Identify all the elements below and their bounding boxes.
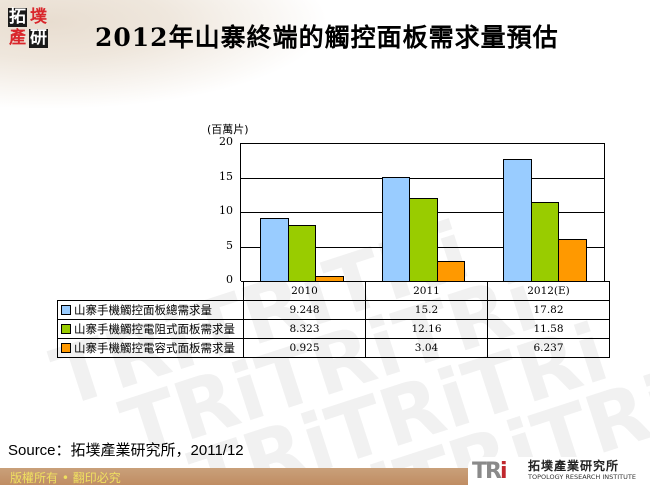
series-name: 山寨手機觸控電容式面板需求量 bbox=[74, 341, 235, 355]
category-label: 2010 bbox=[243, 281, 366, 301]
logo-char: 研 bbox=[29, 28, 48, 48]
legend-entry: 山寨手機觸控電阻式面板需求量 bbox=[57, 319, 244, 339]
gridline bbox=[241, 177, 604, 179]
data-cell: 0.925 bbox=[243, 338, 366, 358]
data-table-row: 山寨手機觸控電阻式面板需求量 8.323 12.16 11.58 bbox=[57, 319, 610, 339]
logo-char: 墣 bbox=[30, 7, 47, 27]
legend-swatch-icon bbox=[61, 343, 71, 353]
y-tick-label: 15 bbox=[219, 169, 233, 183]
data-cell: 11.58 bbox=[487, 319, 610, 339]
legend-entry: 山寨手機觸控面板總需求量 bbox=[57, 300, 244, 320]
series-name: 山寨手機觸控面板總需求量 bbox=[74, 303, 212, 317]
data-table-header-row: 2010 2011 2012(E) bbox=[57, 281, 610, 301]
data-table-corner bbox=[57, 281, 244, 301]
bar bbox=[503, 159, 532, 282]
data-cell: 12.16 bbox=[365, 319, 488, 339]
bar bbox=[530, 202, 560, 282]
data-cell: 9.248 bbox=[243, 300, 366, 320]
logo-char: 拓 bbox=[8, 7, 27, 27]
legend-swatch-icon bbox=[61, 305, 71, 315]
data-table: 2010 2011 2012(E) 山寨手機觸控面板總需求量 9.248 15.… bbox=[57, 281, 610, 358]
y-tick-label: 5 bbox=[226, 238, 233, 252]
data-cell: 15.2 bbox=[365, 300, 488, 320]
source-note: Source：拓墣產業研究所，2011/12 bbox=[8, 442, 244, 459]
page-title: 2012年山寨終端的觸控面板需求量預估 bbox=[95, 23, 559, 52]
y-tick-label: 20 bbox=[219, 135, 233, 148]
logo-char: 產 bbox=[9, 28, 26, 48]
brand-name-cn: 拓墣產業研究所 bbox=[528, 459, 620, 473]
copyright-text: 版權所有 • 翻印必究 bbox=[10, 471, 121, 485]
y-tick-label: 0 bbox=[226, 273, 233, 286]
bar bbox=[409, 198, 438, 282]
series-name: 山寨手機觸控電阻式面板需求量 bbox=[74, 322, 235, 336]
bar bbox=[260, 218, 289, 282]
data-cell: 8.323 bbox=[243, 319, 366, 339]
bar bbox=[558, 238, 587, 282]
category-label: 2011 bbox=[365, 281, 488, 301]
data-table-row: 山寨手機觸控面板總需求量 9.248 15.2 17.82 bbox=[57, 300, 610, 320]
data-table-row: 山寨手機觸控電容式面板需求量 0.925 3.04 6.237 bbox=[57, 338, 610, 358]
y-tick-label: 10 bbox=[219, 204, 233, 217]
bar bbox=[436, 261, 466, 282]
y-axis-unit-label: (百萬片) bbox=[207, 123, 249, 136]
corner-map-background bbox=[0, 0, 330, 110]
data-cell: 17.82 bbox=[487, 300, 610, 320]
bar bbox=[287, 224, 316, 282]
bar bbox=[381, 177, 411, 282]
legend-entry: 山寨手機觸控電容式面板需求量 bbox=[57, 338, 244, 358]
data-cell: 3.04 bbox=[365, 338, 488, 358]
brand-name-en: TOPOLOGY RESEARCH INSTITUTE bbox=[528, 473, 636, 481]
tri-logo-mark-icon: TRi bbox=[472, 459, 507, 484]
category-label: 2012(E) bbox=[487, 281, 610, 301]
brand-logo: 拓 墣 產 研 bbox=[8, 8, 50, 50]
plot-area bbox=[240, 143, 605, 282]
legend-swatch-icon bbox=[61, 324, 71, 334]
tri-brand-logo: TRi 拓墣產業研究所 TOPOLOGY RESEARCH INSTITUTE bbox=[468, 457, 650, 485]
data-cell: 6.237 bbox=[487, 338, 610, 358]
